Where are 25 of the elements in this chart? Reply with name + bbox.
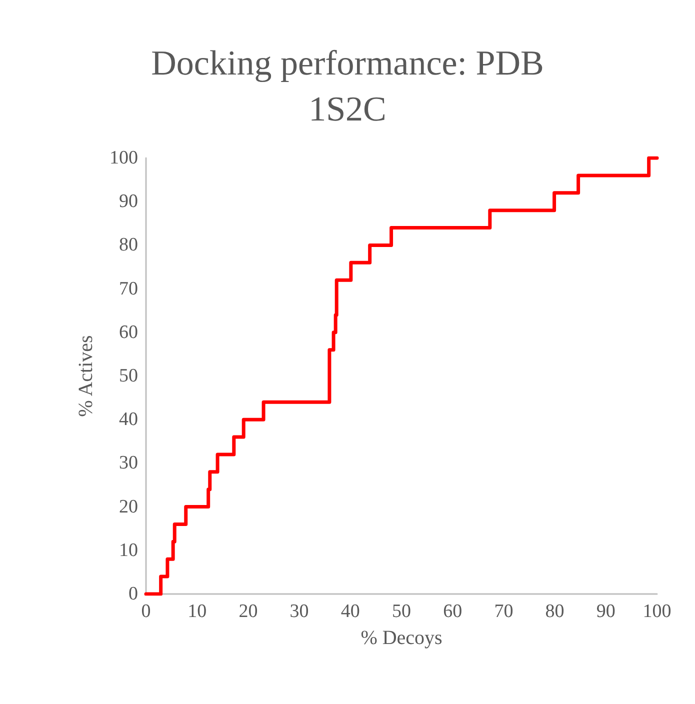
x-tick-label: 100 [642,601,672,622]
y-tick-label: 10 [119,540,138,561]
y-tick-label: 40 [119,409,138,430]
y-tick-label: 0 [128,584,138,604]
x-tick-label: 0 [141,601,151,622]
y-axis-title: % Actives [75,334,97,417]
x-axis-title: % Decoys [360,627,443,649]
chart-title: Docking performance: PDB 1S2C [151,44,544,128]
y-tick-label: 70 [119,278,138,300]
x-tick-label: 60 [443,601,462,622]
y-tick-label: 80 [119,234,138,256]
y-tick-label: 20 [119,496,138,518]
y-tick-label: 30 [119,452,138,474]
y-tick-label: 60 [119,322,138,343]
x-tick-label: 20 [238,601,258,622]
x-tick-label: 70 [494,601,514,622]
x-tick-label: 30 [290,601,309,622]
x-tick-label: 40 [340,601,360,622]
y-tick-label: 90 [119,191,138,212]
y-tick-label: 50 [119,366,138,386]
x-tick-label: 10 [188,601,207,622]
x-tick-label: 90 [596,601,616,622]
x-tick-label: 50 [392,601,411,622]
y-tick-label: 100 [110,148,138,168]
x-tick-label: 80 [545,601,564,622]
